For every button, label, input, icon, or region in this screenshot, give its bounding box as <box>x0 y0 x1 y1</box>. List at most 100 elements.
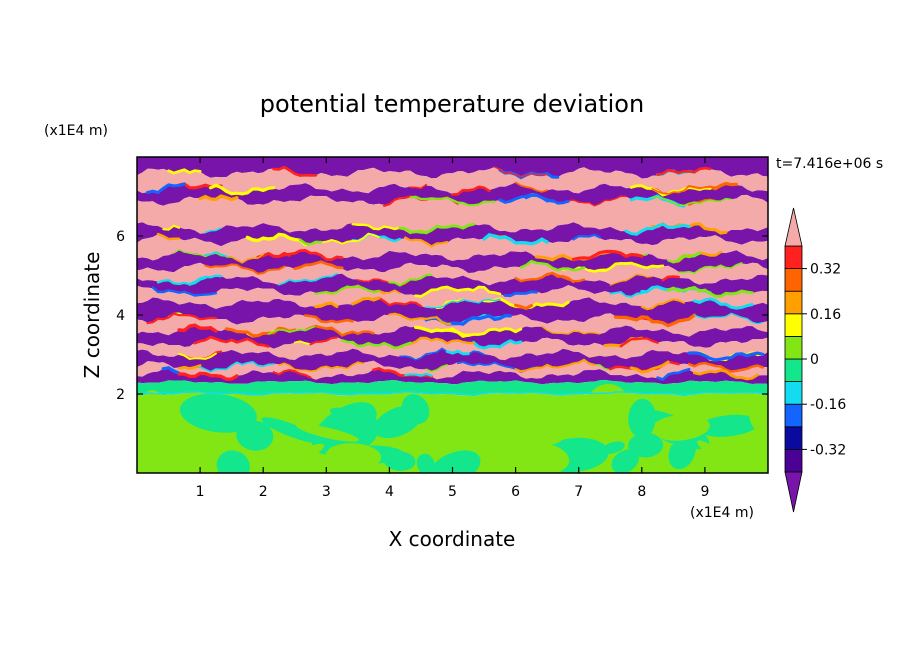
edge-wisp <box>272 165 318 177</box>
edge-wisp <box>340 339 412 350</box>
edge-wisp <box>677 262 743 275</box>
lower-blob <box>749 401 768 435</box>
edge-wisp <box>209 183 276 196</box>
colorbar-segment <box>784 426 803 450</box>
chart-title: potential temperature deviation <box>260 90 644 118</box>
y-tick-label: 2 <box>116 387 125 403</box>
edge-wisp <box>519 259 586 272</box>
colorbar-segment <box>784 245 803 270</box>
edge-wisp <box>398 222 475 235</box>
edge-wisp <box>177 371 239 381</box>
lower-blob <box>401 394 430 425</box>
time-label: t=7.416e+06 s <box>776 156 883 172</box>
band-10 <box>137 297 768 325</box>
colorbar-under-triangle <box>784 471 803 513</box>
band-5 <box>137 234 768 262</box>
edge-wisp <box>524 194 570 205</box>
edge-wisp <box>425 364 448 373</box>
edge-wisp <box>414 285 502 298</box>
edge-wisp <box>503 290 538 298</box>
y-unit-label: (x1E4 m) <box>44 123 108 139</box>
edge-wisp <box>425 298 501 309</box>
edge-wisp <box>587 261 665 273</box>
edge-wisp <box>609 273 653 286</box>
lower-blob <box>216 450 250 473</box>
band-8 <box>137 273 768 297</box>
edge-wisp <box>640 298 685 311</box>
edge-wisp <box>571 249 644 261</box>
edge-wisp <box>687 351 765 362</box>
edge-wisp <box>225 253 264 264</box>
x-tick-label: 6 <box>511 484 520 500</box>
edge-wisp <box>514 358 596 373</box>
colorbar-over-triangle <box>784 207 803 247</box>
edge-wisp <box>314 301 339 309</box>
x-axis-ticks: 1 2 3 4 5 6 7 8 9 <box>196 157 709 500</box>
lower-blob <box>341 451 394 473</box>
edge-wisp <box>399 347 485 361</box>
lower-blob <box>437 422 473 443</box>
colorbar-tick-label: 0.32 <box>810 262 841 278</box>
edge-wisp <box>404 236 449 248</box>
edge-wisp <box>404 372 433 377</box>
edge-wisp <box>156 274 223 286</box>
x-tick-label: 8 <box>637 484 646 500</box>
edge-wisp <box>278 272 338 286</box>
edge-wisp <box>293 260 344 271</box>
x-tick-label: 5 <box>448 484 457 500</box>
edge-wisp <box>278 361 364 373</box>
band-1 <box>137 167 768 195</box>
lower-blob <box>261 417 321 444</box>
edge-wisp <box>177 323 218 333</box>
colorbar-segment <box>784 358 803 383</box>
edge-wisp <box>450 313 512 326</box>
lower-blob <box>236 420 274 451</box>
edge-wisp <box>309 336 338 346</box>
edge-wisp <box>693 368 759 381</box>
band-15 <box>137 360 768 380</box>
colorbar-segment <box>784 381 803 405</box>
edge-wisp <box>204 227 222 234</box>
band-14 <box>137 348 768 373</box>
edge-wisp <box>472 339 523 350</box>
edge-wisp <box>624 222 691 236</box>
edge-wisp <box>692 297 754 310</box>
band-4 <box>137 222 768 247</box>
lower-layer-contours <box>137 383 768 473</box>
band-edge-contours <box>146 165 765 381</box>
edge-wisp <box>693 312 764 325</box>
lower-blob <box>510 442 570 473</box>
edge-wisp <box>388 312 454 326</box>
lower-blob <box>143 390 169 422</box>
x-tick-label: 1 <box>196 484 205 500</box>
x-tick-label: 3 <box>322 484 331 500</box>
edge-wisp <box>161 366 181 375</box>
colorbar-segment <box>784 268 803 292</box>
edge-wisp <box>314 325 375 337</box>
y-axis-label: Z coordinate <box>80 252 104 379</box>
edge-wisp <box>146 312 217 325</box>
edge-wisp <box>687 361 764 373</box>
lower-blob <box>271 443 325 473</box>
edge-wisp <box>224 326 297 338</box>
lower-blob <box>552 404 599 423</box>
edge-wisp <box>514 303 533 311</box>
edge-wisp <box>572 233 601 241</box>
edge-wisp <box>398 336 475 348</box>
band-9 <box>137 285 768 309</box>
lower-blob <box>416 453 435 473</box>
edge-wisp <box>193 335 270 348</box>
edge-wisp <box>351 296 381 306</box>
lower-blob <box>628 398 656 438</box>
lower-blob <box>697 414 760 437</box>
edge-wisp <box>314 284 380 295</box>
edge-wisp <box>304 314 354 324</box>
band-7 <box>137 261 768 286</box>
y-tick-label: 4 <box>116 308 125 324</box>
edge-wisp <box>357 278 417 286</box>
edge-wisp <box>177 364 202 370</box>
colorbar-segment <box>784 335 803 360</box>
x-tick-label: 2 <box>259 484 268 500</box>
edge-wisp <box>146 182 186 195</box>
edge-wisp <box>661 275 680 282</box>
